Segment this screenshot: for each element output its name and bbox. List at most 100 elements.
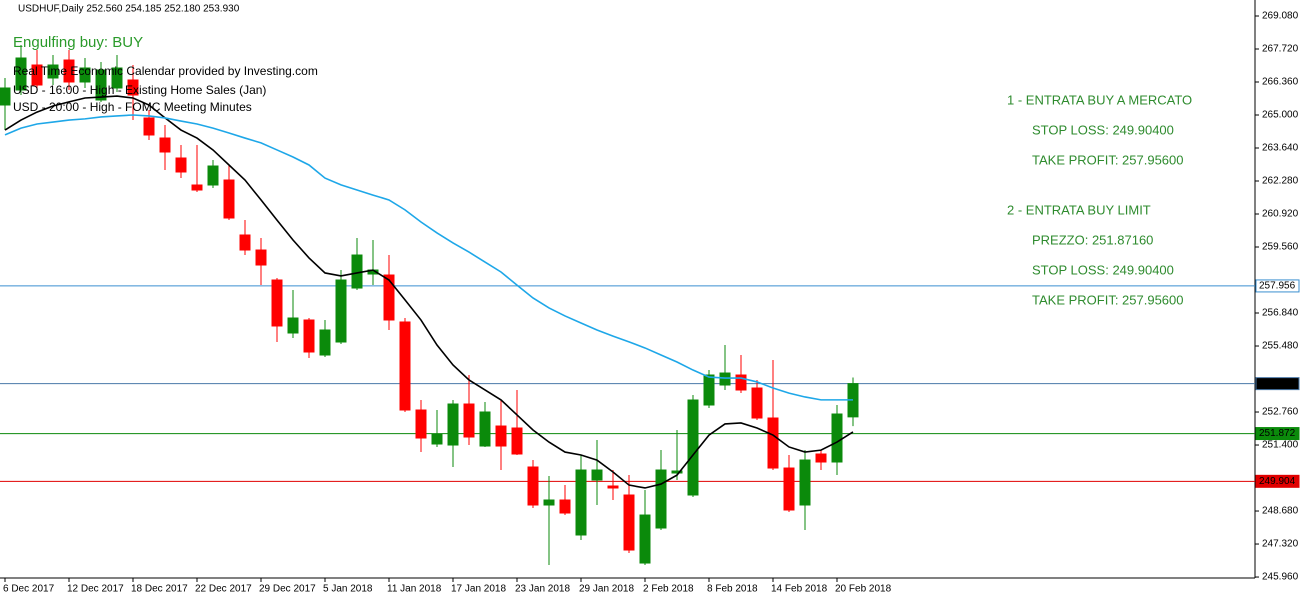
plot-area <box>0 44 1255 565</box>
candle-body <box>511 427 523 455</box>
level-label: 251.872 <box>1259 428 1296 439</box>
candle-body <box>719 372 731 386</box>
candle-body <box>351 254 363 289</box>
candle-body <box>271 279 283 327</box>
y-tick-label: 260.920 <box>1262 209 1299 220</box>
x-tick-label: 11 Jan 2018 <box>387 584 442 595</box>
candle-body <box>543 499 555 506</box>
candle-body <box>431 433 443 445</box>
candle-body <box>383 274 395 321</box>
x-tick-label: 18 Dec 2017 <box>131 584 188 595</box>
candle-body <box>591 469 603 481</box>
y-tick-label: 266.360 <box>1262 77 1299 88</box>
candle-body <box>703 374 715 406</box>
y-tick-label: 267.720 <box>1262 44 1299 55</box>
y-tick-label: 269.080 <box>1262 11 1299 22</box>
x-tick-label: 5 Jan 2018 <box>323 584 373 595</box>
plan-line: PREZZO: 251.87160 <box>1032 232 1153 247</box>
y-tick-label: 263.640 <box>1262 143 1299 154</box>
y-tick-label: 248.680 <box>1262 506 1299 517</box>
candle-body <box>335 279 347 343</box>
y-tick-label: 245.960 <box>1262 572 1299 583</box>
candle-body <box>95 69 107 101</box>
plan-line: 1 - ENTRATA BUY A MERCATO <box>1007 92 1192 107</box>
level-label-box <box>1255 474 1300 488</box>
candle-body <box>687 399 699 496</box>
candle-body <box>415 409 427 439</box>
candle-body <box>191 184 203 191</box>
candle-body <box>127 79 139 96</box>
candle-body <box>47 64 59 79</box>
candle-body <box>159 137 171 153</box>
plan-line: 2 - ENTRATA BUY LIMIT <box>1007 202 1151 217</box>
candle-body <box>751 387 763 419</box>
candle-body <box>479 411 491 447</box>
calendar-line: USD - 20:00 - High - FOMC Meeting Minute… <box>13 100 252 114</box>
level-label: 253.930 <box>1259 378 1296 389</box>
y-tick-label: 247.320 <box>1262 539 1299 550</box>
candle-body <box>607 485 619 489</box>
x-tick-label: 2 Feb 2018 <box>643 584 694 595</box>
level-label-box <box>1255 427 1300 441</box>
candle-body <box>799 459 811 506</box>
candle-body <box>735 374 747 391</box>
y-tick-label: 255.480 <box>1262 341 1299 352</box>
candle-body <box>623 494 635 551</box>
plan-line: STOP LOSS: 249.90400 <box>1032 122 1174 137</box>
candle-body <box>399 321 411 411</box>
candle-body <box>175 157 187 173</box>
plan-line: TAKE PROFIT: 257.95600 <box>1032 292 1184 307</box>
candle-body <box>575 469 587 536</box>
candle-body <box>447 403 459 446</box>
candle-body <box>319 329 331 356</box>
calendar-line: Real Time Economic Calendar provided by … <box>13 64 318 78</box>
x-tick-label: 6 Dec 2017 <box>3 584 55 595</box>
candle-body <box>783 467 795 511</box>
candle-body <box>255 249 267 266</box>
y-tick-label: 256.840 <box>1262 308 1299 319</box>
y-tick-label: 265.000 <box>1262 110 1299 121</box>
x-tick-label: 17 Jan 2018 <box>451 584 506 595</box>
candle-body <box>639 514 651 564</box>
y-tick-label: 251.400 <box>1262 440 1299 451</box>
plan-line: TAKE PROFIT: 257.95600 <box>1032 152 1184 167</box>
candle-body <box>15 57 27 91</box>
candle-body <box>831 413 843 463</box>
moving-average <box>4 114 853 401</box>
candle-body <box>207 165 219 186</box>
y-tick-label: 259.560 <box>1262 242 1299 253</box>
candle-body <box>63 59 75 83</box>
level-label-box <box>1255 279 1300 293</box>
moving-average <box>4 95 854 489</box>
y-tick-label: 262.280 <box>1262 176 1299 187</box>
candle-body <box>527 466 539 506</box>
candle-body <box>303 319 315 353</box>
candle-body <box>143 117 155 136</box>
candle-body <box>671 470 683 474</box>
level-label-box <box>1255 377 1300 391</box>
candle-body <box>223 179 235 219</box>
level-label: 249.904 <box>1259 476 1296 487</box>
x-tick-label: 12 Dec 2017 <box>67 584 124 595</box>
candle-body <box>239 234 251 251</box>
candle-body <box>31 64 43 86</box>
x-tick-label: 29 Jan 2018 <box>579 584 634 595</box>
calendar-line: USD - 16:00 - High - Existing Home Sales… <box>13 83 266 97</box>
x-tick-label: 8 Feb 2018 <box>707 584 758 595</box>
header: USDHUF,Daily 252.560 254.185 252.180 253… <box>18 4 240 15</box>
candle-body <box>287 317 299 334</box>
x-tick-label: 22 Dec 2017 <box>195 584 252 595</box>
x-tick-label: 20 Feb 2018 <box>835 584 892 595</box>
x-tick-label: 14 Feb 2018 <box>771 584 828 595</box>
candle-body <box>463 403 475 438</box>
candle-body <box>815 453 827 463</box>
x-tick-label: 23 Jan 2018 <box>515 584 570 595</box>
candle-body <box>559 499 571 514</box>
candle-body <box>655 469 667 529</box>
candle-body <box>495 425 507 447</box>
candle-body <box>0 87 11 106</box>
candle-body <box>111 67 123 89</box>
candle-body <box>767 417 779 469</box>
